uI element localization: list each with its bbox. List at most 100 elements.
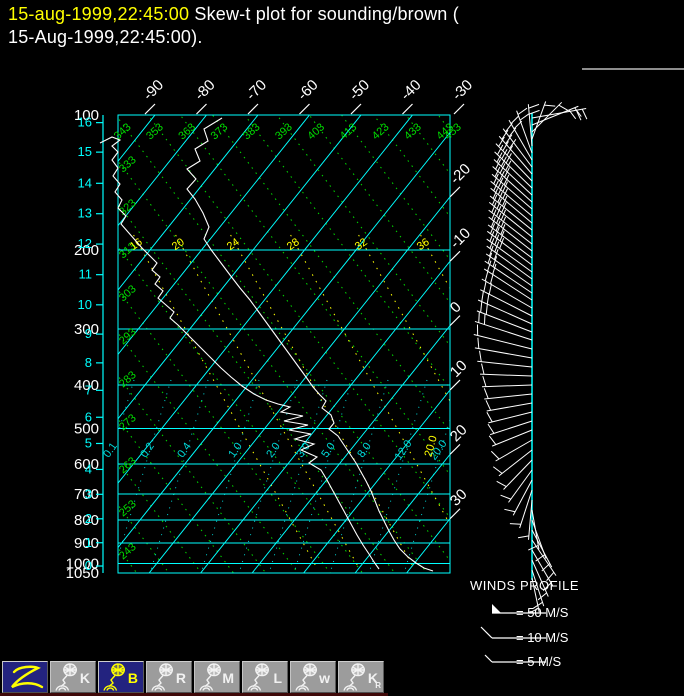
mixing-ratio-lines <box>118 379 450 571</box>
svg-text:20: 20 <box>170 236 187 253</box>
svg-text:1000: 1000 <box>66 555 99 572</box>
zeb-logo-button[interactable] <box>2 661 48 693</box>
flag-barb-icon <box>492 604 501 613</box>
svg-text:24: 24 <box>225 236 242 253</box>
sounding-button-l[interactable]: L <box>242 661 288 693</box>
svg-text:16: 16 <box>128 236 145 253</box>
title-text-line2: 15-Aug-1999,22:45:00). <box>8 27 203 47</box>
svg-text:10: 10 <box>78 297 92 312</box>
svg-text:-60: -60 <box>294 76 321 103</box>
sounding-button-b[interactable]: B <box>98 661 144 693</box>
svg-text:600: 600 <box>74 456 99 473</box>
svg-text:-40: -40 <box>397 76 424 103</box>
svg-text:413: 413 <box>338 121 360 142</box>
svg-text:1050: 1050 <box>66 565 99 582</box>
svg-text:8: 8 <box>85 355 92 370</box>
svg-text:0.4: 0.4 <box>175 441 194 460</box>
svg-text:28: 28 <box>285 236 302 253</box>
sounding-button-w[interactable]: w <box>290 661 336 693</box>
svg-text:4: 4 <box>85 461 92 476</box>
svg-text:-30: -30 <box>449 76 476 103</box>
svg-text:14: 14 <box>78 175 92 190</box>
svg-text:36: 36 <box>415 236 432 253</box>
svg-text:333: 333 <box>117 154 139 175</box>
svg-text:0.2: 0.2 <box>138 441 157 460</box>
svg-text:343: 343 <box>112 121 134 142</box>
svg-text:300: 300 <box>74 321 99 338</box>
svg-text:323: 323 <box>117 197 139 218</box>
svg-text:383: 383 <box>241 121 263 142</box>
button-label: R <box>175 670 186 686</box>
svg-text:= 50 M/S: = 50 M/S <box>516 605 569 620</box>
svg-text:400: 400 <box>74 377 99 394</box>
title-timestamp: 15-aug-1999,22:45:00 <box>8 4 190 24</box>
button-label: K <box>79 670 90 686</box>
svg-text:9: 9 <box>85 326 92 341</box>
svg-text:15: 15 <box>78 144 92 159</box>
svg-text:WINDS PROFILE: WINDS PROFILE <box>470 578 579 593</box>
button-label: M <box>222 670 234 686</box>
svg-text:403: 403 <box>305 121 327 142</box>
window-border-fragment <box>582 68 684 70</box>
svg-text:-20: -20 <box>447 160 474 187</box>
radiosonde-icon <box>151 663 173 691</box>
svg-text:5.0: 5.0 <box>319 441 338 460</box>
svg-text:500: 500 <box>74 420 99 437</box>
sounding-traces <box>99 117 434 572</box>
svg-text:700: 700 <box>74 486 99 503</box>
zeb-z-logo-icon <box>11 665 44 689</box>
svg-text:1: 1 <box>85 535 92 550</box>
svg-text:-90: -90 <box>140 76 167 103</box>
plot-title: 15-aug-1999,22:45:00 Skew-t plot for sou… <box>8 3 459 49</box>
window-edge-strip <box>0 693 388 696</box>
svg-text:303: 303 <box>117 283 139 304</box>
svg-text:16: 16 <box>78 115 92 130</box>
svg-text:0.1: 0.1 <box>101 441 120 460</box>
radiosonde-icon <box>199 663 221 691</box>
temperature-trace <box>186 117 434 572</box>
sounding-button-r[interactable]: R <box>146 661 192 693</box>
svg-text:0: 0 <box>447 299 465 317</box>
svg-text:3: 3 <box>85 486 92 501</box>
radiosonde-icon <box>55 663 77 691</box>
dewpoint-trace <box>99 136 380 570</box>
svg-text:13: 13 <box>78 206 92 221</box>
svg-text:253: 253 <box>117 498 139 519</box>
svg-text:11: 11 <box>79 267 93 282</box>
svg-text:2.0: 2.0 <box>264 441 283 460</box>
svg-text:-80: -80 <box>191 76 218 103</box>
pressure-grid <box>117 114 451 574</box>
button-sublabel: R <box>375 681 381 690</box>
svg-text:-50: -50 <box>346 76 373 103</box>
button-label: K <box>367 670 378 686</box>
radiosonde-icon <box>103 663 125 691</box>
radiosonde-icon <box>343 663 365 691</box>
svg-text:32: 32 <box>353 236 370 253</box>
svg-text:423: 423 <box>370 121 392 142</box>
radiosonde-icon <box>295 663 317 691</box>
svg-text:393: 393 <box>273 121 295 142</box>
svg-text:363: 363 <box>176 121 198 142</box>
button-label: B <box>127 670 138 686</box>
svg-text:6: 6 <box>85 409 92 424</box>
sounding-button-k[interactable]: K <box>50 661 96 693</box>
svg-text:800: 800 <box>74 512 99 529</box>
svg-text:900: 900 <box>74 535 99 552</box>
wind-profile <box>473 101 588 614</box>
wind-legend: WINDS PROFILE = 50 M/S = 10 M/S = 5 M/S <box>470 578 579 669</box>
svg-text:2: 2 <box>85 511 92 526</box>
svg-text:-70: -70 <box>243 76 270 103</box>
sounding-button-m[interactable]: M <box>194 661 240 693</box>
svg-text:283: 283 <box>117 369 139 390</box>
title-text: Skew-t plot for sounding/brown ( <box>189 4 459 24</box>
svg-text:0: 0 <box>85 558 92 573</box>
svg-text:20.0: 20.0 <box>423 434 440 458</box>
svg-text:= 10 M/S: = 10 M/S <box>516 630 569 645</box>
svg-text:= 5 M/S: = 5 M/S <box>516 654 561 669</box>
